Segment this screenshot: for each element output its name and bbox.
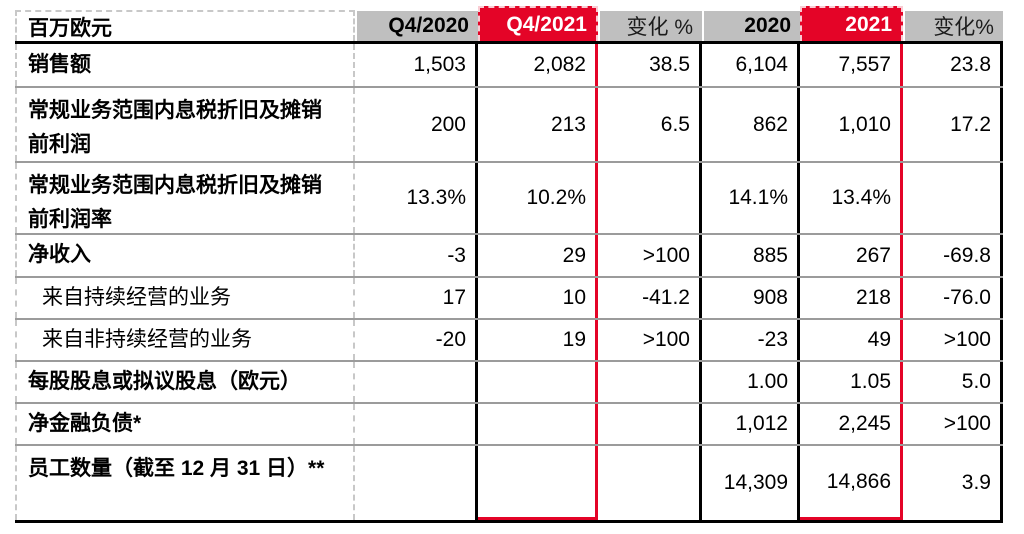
cell-change-year: 5.0 [903, 362, 1003, 402]
cell-q4-2021 [478, 362, 598, 402]
row-label: 净收入 [15, 235, 355, 276]
row-label: 净金融负债* [15, 404, 355, 444]
cell-q4-2020 [355, 362, 478, 402]
row-label: 常规业务范围内息税折旧及摊销前利润率 [15, 163, 355, 233]
column-header-2021-highlighted: 2021 [800, 6, 903, 41]
cell-change-year [903, 163, 1003, 233]
cell-2021: 7,557 [800, 44, 903, 86]
column-header-q4-2021-highlighted: Q4/2021 [478, 6, 598, 41]
table-row-sales: 销售额 1,503 2,082 38.5 6,104 7,557 23.8 [15, 44, 1003, 86]
cell-q4-2021: 10 [478, 278, 598, 318]
cell-change-year: 17.2 [903, 88, 1003, 161]
table-row-net-income: 净收入 -3 29 >100 885 267 -69.8 [15, 233, 1003, 276]
row-label: 员工数量（截至 12 月 31 日）** [15, 446, 355, 520]
column-header-change-quarter: 变化 % [598, 11, 702, 41]
cell-q4-2020: -20 [355, 320, 478, 360]
cell-2021: 14,866 [800, 446, 903, 520]
row-label: 来自非持续经营的业务 [15, 320, 355, 360]
cell-2020: 862 [702, 88, 800, 161]
cell-change-quarter: >100 [598, 235, 702, 276]
table-row-ebitda: 常规业务范围内息税折旧及摊销前利润 200 213 6.5 862 1,010 … [15, 86, 1003, 161]
cell-q4-2021 [478, 446, 598, 520]
cell-2021: 267 [800, 235, 903, 276]
table-row-dividend: 每股股息或拟议股息（欧元） 1.00 1.05 5.0 [15, 360, 1003, 402]
cell-change-year: -76.0 [903, 278, 1003, 318]
cell-q4-2020: 13.3% [355, 163, 478, 233]
cell-2020: 885 [702, 235, 800, 276]
financial-results-table: 百万欧元 Q4/2020 Q4/2021 变化 % 2020 2021 变化% … [15, 6, 1003, 523]
cell-q4-2020 [355, 404, 478, 444]
column-header-q4-2020: Q4/2020 [355, 11, 478, 41]
cell-2020: 6,104 [702, 44, 800, 86]
table-header-row: 百万欧元 Q4/2020 Q4/2021 变化 % 2020 2021 变化% [15, 6, 1003, 44]
cell-2020: 14.1% [702, 163, 800, 233]
cell-q4-2021: 2,082 [478, 44, 598, 86]
table-row-net-financial-debt: 净金融负债* 1,012 2,245 >100 [15, 402, 1003, 444]
unit-header: 百万欧元 [15, 10, 355, 41]
row-label: 来自持续经营的业务 [15, 278, 355, 318]
cell-change-quarter: 6.5 [598, 88, 702, 161]
cell-q4-2021: 29 [478, 235, 598, 276]
cell-change-year: 3.9 [903, 446, 1003, 520]
cell-change-quarter [598, 362, 702, 402]
cell-change-quarter [598, 404, 702, 444]
cell-2021: 1.05 [800, 362, 903, 402]
table-row-ebitda-margin: 常规业务范围内息税折旧及摊销前利润率 13.3% 10.2% 14.1% 13.… [15, 161, 1003, 233]
cell-change-year: >100 [903, 404, 1003, 444]
cell-q4-2020: -3 [355, 235, 478, 276]
cell-q4-2020: 200 [355, 88, 478, 161]
cell-q4-2020: 1,503 [355, 44, 478, 86]
cell-2021: 49 [800, 320, 903, 360]
cell-2021: 218 [800, 278, 903, 318]
cell-change-quarter [598, 163, 702, 233]
row-label: 常规业务范围内息税折旧及摊销前利润 [15, 88, 355, 161]
cell-change-year: >100 [903, 320, 1003, 360]
cell-change-year: -69.8 [903, 235, 1003, 276]
column-header-2020: 2020 [702, 11, 800, 41]
cell-2020: 908 [702, 278, 800, 318]
cell-q4-2021: 213 [478, 88, 598, 161]
cell-2021: 13.4% [800, 163, 903, 233]
table-row-discontinued-operations: 来自非持续经营的业务 -20 19 >100 -23 49 >100 [15, 318, 1003, 360]
cell-change-quarter: 38.5 [598, 44, 702, 86]
cell-change-year: 23.8 [903, 44, 1003, 86]
table-row-continuing-operations: 来自持续经营的业务 17 10 -41.2 908 218 -76.0 [15, 276, 1003, 318]
row-label: 销售额 [15, 44, 355, 86]
table-row-employees: 员工数量（截至 12 月 31 日）** 14,309 14,866 3.9 [15, 444, 1003, 520]
table-body: 销售额 1,503 2,082 38.5 6,104 7,557 23.8 常规… [15, 44, 1003, 523]
cell-2021: 1,010 [800, 88, 903, 161]
cell-q4-2021: 10.2% [478, 163, 598, 233]
cell-2020: 1.00 [702, 362, 800, 402]
cell-2021: 2,245 [800, 404, 903, 444]
cell-q4-2020 [355, 446, 478, 520]
cell-change-quarter: -41.2 [598, 278, 702, 318]
cell-2020: 1,012 [702, 404, 800, 444]
cell-q4-2021 [478, 404, 598, 444]
cell-change-quarter [598, 446, 702, 520]
row-label: 每股股息或拟议股息（欧元） [15, 362, 355, 402]
cell-q4-2020: 17 [355, 278, 478, 318]
cell-2020: -23 [702, 320, 800, 360]
cell-2020: 14,309 [702, 446, 800, 520]
cell-q4-2021: 19 [478, 320, 598, 360]
column-header-change-year: 变化% [903, 11, 1003, 41]
cell-change-quarter: >100 [598, 320, 702, 360]
